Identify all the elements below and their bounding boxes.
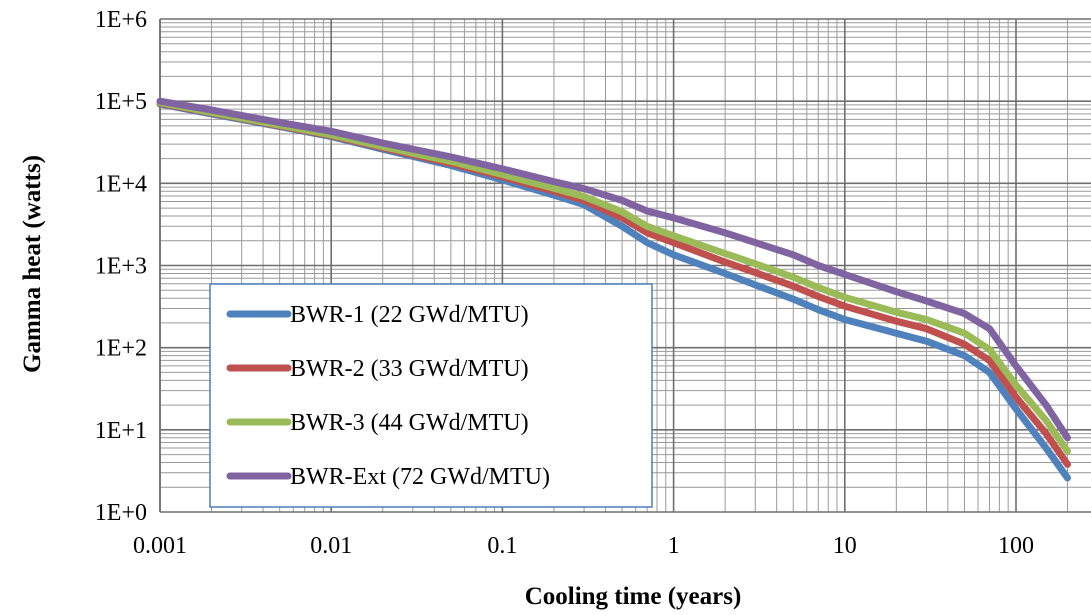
y-tick-label: 1E+0: [95, 500, 147, 526]
y-axis-title: Gamma heat (watts): [19, 155, 46, 373]
legend-label-3: BWR-3 (44 GWd/MTU): [290, 410, 529, 436]
x-tick-label: 0.1: [487, 533, 517, 559]
x-tick-label: 10: [833, 533, 857, 559]
legend: BWR-1 (22 GWd/MTU) BWR-2 (33 GWd/MTU) BWR-…: [209, 283, 653, 508]
y-tick-label: 1E+6: [95, 7, 147, 33]
x-tick-labels: 0.001 0.01 0.1 1 10 100: [133, 533, 1034, 559]
x-tick-label: 100: [998, 533, 1034, 559]
y-tick-labels: 1E+0 1E+1 1E+2 1E+3 1E+4 1E+5 1E+6: [95, 7, 147, 526]
y-tick-label: 1E+2: [95, 336, 147, 362]
y-tick-label: 1E+3: [95, 254, 147, 280]
series-line-4: [156, 97, 1071, 442]
y-tick-label: 1E+5: [95, 89, 147, 115]
legend-box: [209, 283, 653, 508]
x-tick-label: 1: [668, 533, 680, 559]
x-tick-label: 0.01: [310, 533, 352, 559]
series-lines: [156, 97, 1071, 482]
legend-label-1: BWR-1 (22 GWd/MTU): [290, 302, 529, 328]
legend-label-2: BWR-2 (33 GWd/MTU): [290, 356, 529, 382]
x-axis-title: Cooling time (years): [525, 583, 742, 610]
y-tick-label: 1E+4: [95, 171, 147, 197]
legend-label-4: BWR-Ext (72 GWd/MTU): [290, 464, 550, 490]
y-tick-label: 1E+1: [95, 418, 147, 444]
x-tick-label: 0.001: [133, 533, 187, 559]
